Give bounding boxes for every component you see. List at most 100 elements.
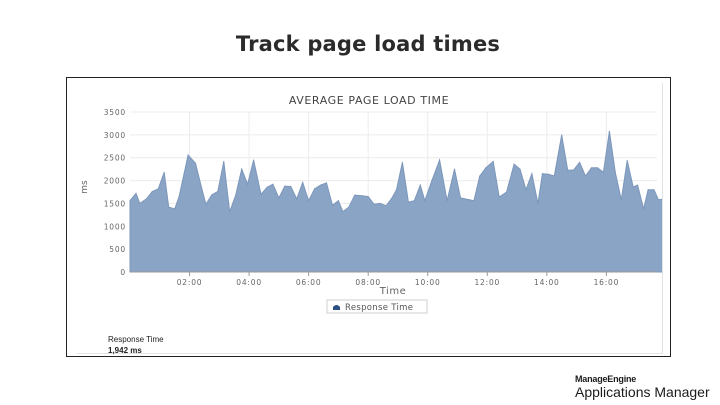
data-point [632,186,634,188]
data-point [614,171,616,173]
chart-title: AVERAGE PAGE LOAD TIME [289,94,449,107]
y-tick-label: 2500 [104,154,126,163]
data-point [590,167,593,169]
data-point [247,183,249,185]
data-point [379,202,381,204]
data-point [413,200,415,202]
data-point [272,183,274,185]
data-point [168,206,170,208]
data-point [657,199,660,201]
data-point [200,186,203,188]
data-point [479,175,481,177]
data-point [513,163,515,165]
x-tick-label: 06:00 [296,278,322,287]
y-tick-label: 1000 [104,222,126,231]
dashboard-screenshot: AVERAGE PAGE LOAD TIME 0 500 1000 1500 2000 2… [66,77,671,357]
data-point [194,162,197,164]
area-chart: AVERAGE PAGE LOAD TIME 0 500 1000 1500 2000 2… [80,94,670,314]
data-point [342,211,344,213]
data-point [129,200,131,202]
data-point [187,154,189,156]
data-point [401,161,403,163]
series-area [129,131,670,273]
area-layer [129,130,670,273]
data-point [602,171,605,173]
data-point [163,171,165,173]
data-point [584,175,587,177]
data-point [290,185,292,188]
data-point [459,197,462,199]
data-point [278,197,280,199]
data-point [320,184,322,186]
data-point [637,184,639,186]
data-point [453,168,456,170]
y-axis: 0 500 1000 1500 2000 2500 3000 3500 [104,108,126,277]
data-point [314,188,316,190]
data-point [553,175,555,177]
data-point [626,159,628,162]
data-point [608,130,611,132]
y-tick-label: 1500 [104,199,126,208]
data-point [178,196,180,198]
x-axis-label: Time [379,286,406,297]
data-point [395,189,398,191]
data-point [223,160,225,162]
data-point [431,179,433,181]
legend-box [326,299,428,314]
y-tick-label: 2000 [104,177,126,186]
data-point [653,189,655,191]
data-point [473,200,475,202]
data-point [531,173,533,175]
legend-swatch-icon [333,305,340,310]
data-point [253,159,255,161]
y-tick-label: 500 [109,245,126,254]
data-point [498,196,500,198]
brand-company: ManageEngine [575,374,637,384]
x-tick-label: 04:00 [236,278,262,287]
data-point [139,202,141,204]
data-point [446,200,448,202]
y-tick-label: 3000 [104,131,126,140]
x-tick-label: 16:00 [594,278,620,287]
data-point [647,189,649,191]
data-point [260,193,262,195]
data-point [151,190,153,193]
data-point [205,203,207,205]
data-point [135,192,137,194]
data-point [537,202,539,204]
data-point [485,167,487,169]
y-tick-label: 3500 [104,108,126,117]
data-point [354,194,356,196]
data-point [579,161,581,163]
data-point [174,208,176,210]
data-point [419,184,421,186]
legend-label: Response Time [345,303,413,313]
data-point [331,204,334,206]
data-point [235,194,237,196]
x-tick-label: 08:00 [355,278,381,287]
data-point [296,198,298,200]
data-point [620,199,622,201]
y-axis-label: ms [80,180,90,194]
data-point [439,159,441,161]
data-point [308,200,310,202]
summary-value: 1,942 ms [108,346,142,355]
data-point [284,185,286,187]
data-point [541,173,543,175]
data-point [407,201,409,203]
legend[interactable]: Response Time [326,299,428,314]
data-point [561,134,563,136]
data-point [241,168,243,170]
data-point [211,194,213,196]
data-point [567,169,569,171]
x-tick-label: 12:00 [474,278,500,287]
slide-title: Track page load times [235,32,501,56]
brand-logo: ManageEngine Applications Manager [575,374,715,400]
data-point [348,206,350,208]
brand-product: Applications Manager [575,384,710,400]
data-point [302,181,304,183]
data-point [367,196,369,198]
data-point [325,182,328,184]
data-point [547,173,549,175]
x-tick-label: 10:00 [415,278,441,287]
